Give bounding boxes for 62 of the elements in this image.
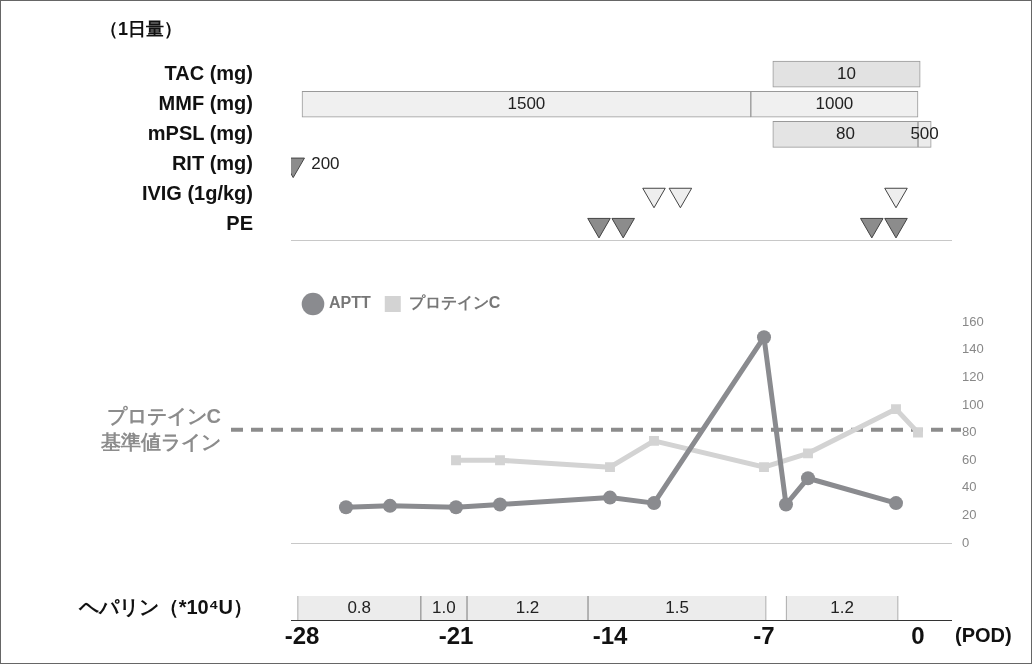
legend-label: APTT: [329, 294, 371, 312]
series-label: 1000: [815, 93, 854, 113]
y-tick-label: 20: [962, 507, 977, 523]
point: [383, 498, 397, 513]
point: [860, 217, 884, 239]
point: [884, 217, 908, 239]
point: [757, 330, 771, 345]
point: [493, 497, 507, 512]
y-tick-label: 120: [962, 368, 984, 384]
x-tick-label: 0: [911, 622, 925, 650]
point: [611, 217, 635, 239]
x-tick-label: -28: [284, 622, 320, 650]
point: [649, 435, 659, 446]
y-tick-label: MMF (mg): [158, 91, 253, 114]
x-tick-label: -7: [753, 622, 775, 650]
y-tick-label: TAC (mg): [164, 61, 253, 84]
y-tick-label: 80: [962, 424, 977, 440]
y-tick-label: PE: [226, 212, 253, 235]
point: [451, 455, 461, 466]
point: [801, 471, 815, 486]
point: [884, 187, 908, 209]
point: [668, 187, 693, 209]
y-tick-label: 140: [962, 341, 984, 357]
point: [449, 500, 463, 515]
point: [642, 187, 666, 209]
y-tick-label: RIT (mg): [171, 152, 253, 175]
x-tick-label: -21: [438, 622, 474, 650]
point: [605, 462, 615, 473]
y-tick-label: 100: [962, 396, 984, 412]
point: [603, 490, 617, 505]
point: [759, 462, 769, 473]
series-label: 1.2: [515, 597, 540, 617]
y-tick-label: ヘパリン（*10⁴U）: [77, 595, 253, 618]
y-tick-label: 60: [962, 451, 977, 467]
point: [891, 404, 901, 415]
y-tick-label: 40: [962, 479, 977, 495]
legend-label: プロテインC: [408, 294, 501, 312]
point: [779, 497, 793, 512]
y-tick-label: 160: [962, 313, 984, 329]
series-label: 1.2: [830, 597, 854, 617]
x-axis-title: (POD): [955, 623, 1012, 646]
y-tick-label: 0: [962, 534, 970, 550]
ref-line-label: プロテインC 基準値ライン: [100, 405, 221, 454]
series-label: 0.8: [347, 597, 372, 617]
y-tick-label: mPSL (mg): [147, 121, 253, 144]
point: [587, 217, 611, 239]
series-label: 80: [835, 124, 855, 144]
series-label: 500: [910, 124, 939, 144]
point: [647, 496, 661, 511]
series-label: 1500: [507, 93, 546, 113]
point: [803, 448, 813, 459]
point: [339, 500, 353, 515]
point: [495, 455, 505, 466]
x-tick-label: -14: [592, 622, 628, 650]
text: （1日量）: [99, 18, 183, 39]
series-label: 200: [311, 154, 340, 174]
y-tick-label: IVIG (1g/kg): [141, 182, 253, 205]
series-label: 10: [837, 63, 856, 83]
series-label: 1.0: [432, 597, 456, 617]
point: [889, 496, 903, 511]
series-label: 1.5: [665, 597, 689, 617]
point: [913, 427, 923, 438]
